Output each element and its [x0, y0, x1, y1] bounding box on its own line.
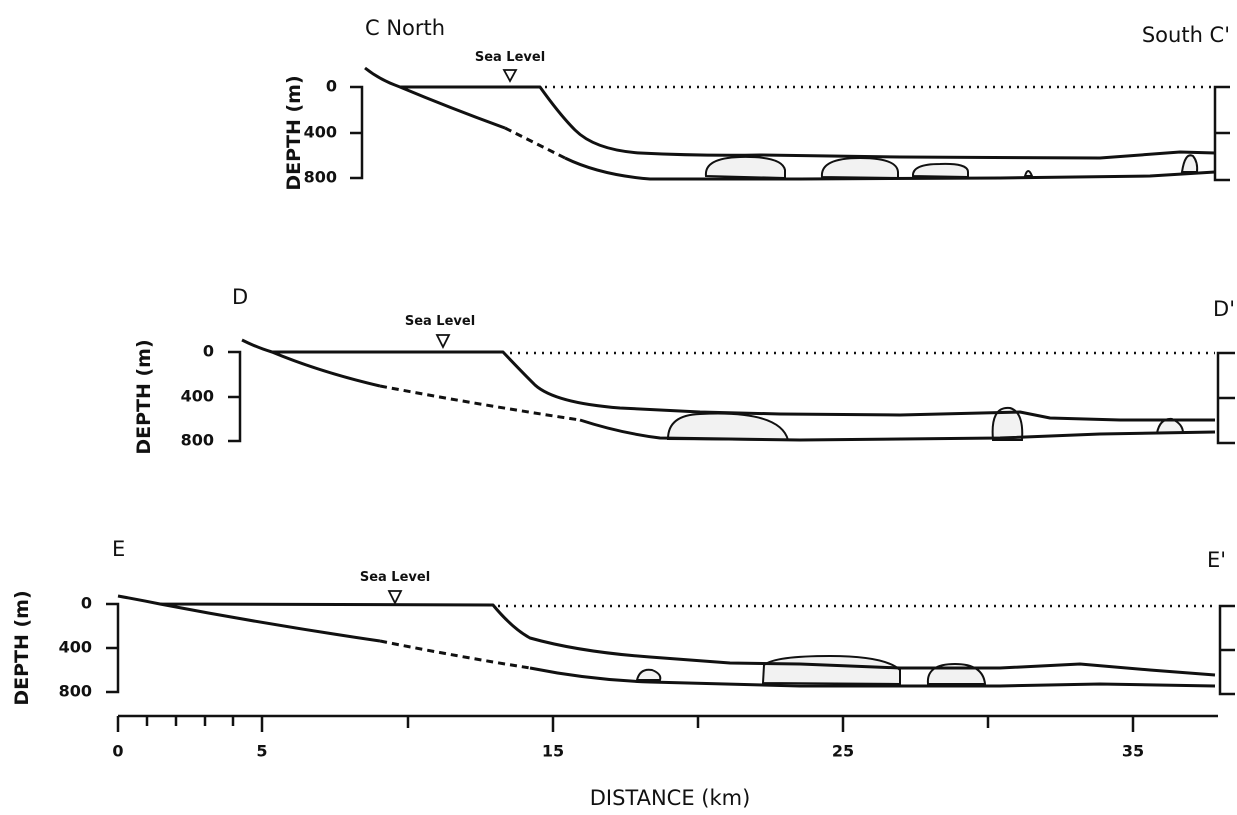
y-axis [106, 602, 120, 694]
base-line [529, 666, 1216, 688]
base-line [159, 602, 381, 643]
panel-c: C North South C' Sea Level DEPTH (m) 0 4… [283, 16, 1230, 191]
deposit [912, 162, 969, 179]
y-tick-label: 0 [81, 594, 92, 613]
deposit [704, 155, 786, 180]
panel-d: D D' Sea Level DEPTH (m) 0 400 800 [133, 285, 1235, 455]
x-tick-label: 15 [542, 742, 564, 761]
deposit [991, 406, 1024, 441]
section-label: D [232, 285, 248, 309]
deposit [761, 654, 901, 686]
y-axis [350, 85, 364, 180]
sea-level-label: Sea Level [360, 570, 430, 585]
section-label: C North [365, 16, 445, 40]
y-axis [228, 350, 242, 443]
x-tick-label: 35 [1122, 742, 1144, 761]
base-line-inferred [379, 384, 581, 422]
seafloor-top [364, 66, 1216, 160]
y-tick-label: 0 [203, 342, 214, 361]
right-axis [1218, 604, 1235, 696]
y-axis-title: DEPTH (m) [11, 590, 33, 705]
y-axis-title: DEPTH (m) [133, 339, 155, 454]
x-tick-label: 0 [112, 742, 123, 761]
base-line [579, 418, 1216, 442]
y-tick-label: 400 [59, 638, 92, 657]
sea-level-marker [502, 69, 518, 83]
seafloor-top [241, 338, 1215, 422]
y-tick-label: 800 [59, 682, 92, 701]
y-axis-title: DEPTH (m) [283, 75, 305, 190]
y-tick-label: 800 [181, 431, 214, 450]
base-line-inferred [504, 126, 566, 160]
deposit [820, 156, 899, 180]
y-tick-label: 400 [304, 123, 337, 142]
deposit [635, 668, 662, 681]
right-axis [1216, 351, 1235, 445]
sea-level-marker [387, 590, 403, 606]
y-tick-label: 0 [326, 77, 337, 96]
panel-e: E E' Sea Level DEPTH (m) 0 400 800 [11, 537, 1235, 706]
x-tick-label: 25 [832, 742, 854, 761]
x-axis-line [116, 714, 1218, 732]
sea-level-marker [435, 334, 451, 350]
y-tick-label: 800 [304, 168, 337, 187]
x-axis: 0 5 15 25 35 DISTANCE (km) [112, 714, 1218, 810]
base-line [271, 350, 381, 388]
sea-level-label: Sea Level [405, 314, 475, 329]
base-line [564, 156, 1216, 181]
sea-level-label: Sea Level [475, 50, 545, 65]
x-axis-title: DISTANCE (km) [590, 786, 751, 810]
y-tick-label: 400 [181, 387, 214, 406]
section-label: E [112, 537, 125, 561]
deposit [666, 412, 790, 442]
base-line [399, 85, 506, 130]
deposit [1180, 154, 1199, 173]
x-tick-label: 5 [256, 742, 267, 761]
right-axis [1213, 85, 1230, 182]
section-label: E' [1207, 548, 1226, 572]
base-line-inferred [379, 639, 531, 670]
section-label: South C' [1142, 23, 1230, 47]
seafloor-top [117, 594, 1216, 677]
section-label: D' [1213, 297, 1235, 321]
deposit [1023, 170, 1034, 177]
